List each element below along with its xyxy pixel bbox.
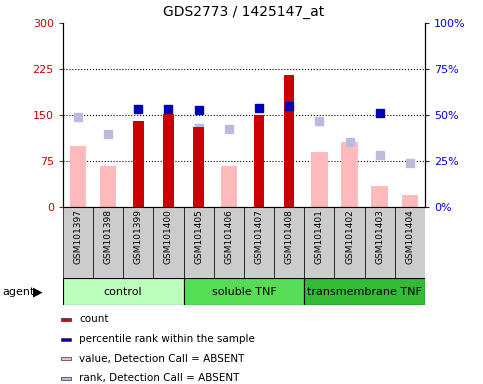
Text: GSM101408: GSM101408	[284, 210, 294, 264]
Bar	[365, 207, 395, 278]
Text: GSM101406: GSM101406	[224, 210, 233, 264]
Text: transmembrane TNF: transmembrane TNF	[307, 287, 422, 297]
Bar	[395, 207, 425, 278]
Bar	[93, 207, 123, 278]
Bar	[63, 278, 184, 305]
Text: ▶: ▶	[33, 285, 43, 298]
Bar	[61, 357, 71, 360]
Text: GSM101405: GSM101405	[194, 210, 203, 264]
Text: GSM101398: GSM101398	[103, 210, 113, 265]
Bar	[304, 278, 425, 305]
Text: rank, Detection Call = ABSENT: rank, Detection Call = ABSENT	[79, 374, 240, 384]
Text: percentile rank within the sample: percentile rank within the sample	[79, 334, 255, 344]
Bar	[63, 207, 93, 278]
Bar	[61, 338, 71, 341]
Text: GSM101402: GSM101402	[345, 210, 354, 264]
Bar	[304, 207, 334, 278]
Bar	[154, 207, 184, 278]
Text: GSM101400: GSM101400	[164, 210, 173, 264]
Text: GDS2773 / 1425147_at: GDS2773 / 1425147_at	[163, 5, 325, 19]
Text: value, Detection Call = ABSENT: value, Detection Call = ABSENT	[79, 354, 244, 364]
Bar	[284, 75, 295, 207]
Text: count: count	[79, 314, 109, 324]
Bar	[100, 166, 116, 207]
Bar	[163, 114, 174, 207]
Text: agent: agent	[2, 287, 35, 297]
Text: GSM101401: GSM101401	[315, 210, 324, 264]
Bar	[274, 207, 304, 278]
Bar	[184, 278, 304, 305]
Bar	[213, 207, 244, 278]
Bar	[311, 152, 327, 207]
Bar	[193, 127, 204, 207]
Bar	[184, 207, 213, 278]
Text: GSM101397: GSM101397	[73, 210, 83, 265]
Text: GSM101403: GSM101403	[375, 210, 384, 264]
Text: GSM101404: GSM101404	[405, 210, 414, 264]
Bar	[254, 115, 264, 207]
Bar	[221, 166, 237, 207]
Bar	[123, 207, 154, 278]
Text: control: control	[104, 287, 142, 297]
Text: GSM101399: GSM101399	[134, 210, 143, 265]
Bar	[334, 207, 365, 278]
Bar	[402, 195, 418, 207]
Text: soluble TNF: soluble TNF	[212, 287, 276, 297]
Bar	[61, 377, 71, 380]
Bar	[371, 186, 388, 207]
Bar	[133, 121, 143, 207]
Bar	[70, 146, 86, 207]
Text: GSM101407: GSM101407	[255, 210, 264, 264]
Bar	[341, 142, 358, 207]
Bar	[244, 207, 274, 278]
Bar	[61, 318, 71, 321]
